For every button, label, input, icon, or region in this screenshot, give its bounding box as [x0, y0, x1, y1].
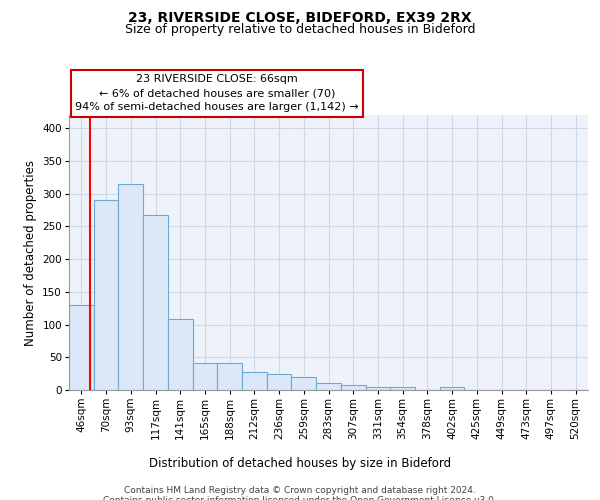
Text: 23 RIVERSIDE CLOSE: 66sqm
← 6% of detached houses are smaller (70)
94% of semi-d: 23 RIVERSIDE CLOSE: 66sqm ← 6% of detach… [75, 74, 359, 112]
Bar [316, 384, 341, 390]
Bar [118, 184, 143, 390]
Bar [143, 214, 168, 390]
Text: Contains HM Land Registry data © Crown copyright and database right 2024.
Contai: Contains HM Land Registry data © Crown c… [103, 486, 497, 500]
Text: Size of property relative to detached houses in Bideford: Size of property relative to detached ho… [125, 24, 475, 36]
Bar [217, 362, 242, 390]
Bar [168, 320, 193, 390]
Bar [69, 305, 94, 390]
Bar [292, 377, 316, 390]
Y-axis label: Number of detached properties: Number of detached properties [24, 160, 37, 346]
Bar [365, 386, 390, 390]
Bar [390, 388, 415, 390]
Text: Distribution of detached houses by size in Bideford: Distribution of detached houses by size … [149, 458, 451, 470]
Bar [341, 386, 365, 390]
Bar [242, 372, 267, 390]
Text: 23, RIVERSIDE CLOSE, BIDEFORD, EX39 2RX: 23, RIVERSIDE CLOSE, BIDEFORD, EX39 2RX [128, 11, 472, 25]
Bar [193, 362, 217, 390]
Bar [267, 374, 292, 390]
Bar [94, 200, 118, 390]
Bar [440, 386, 464, 390]
